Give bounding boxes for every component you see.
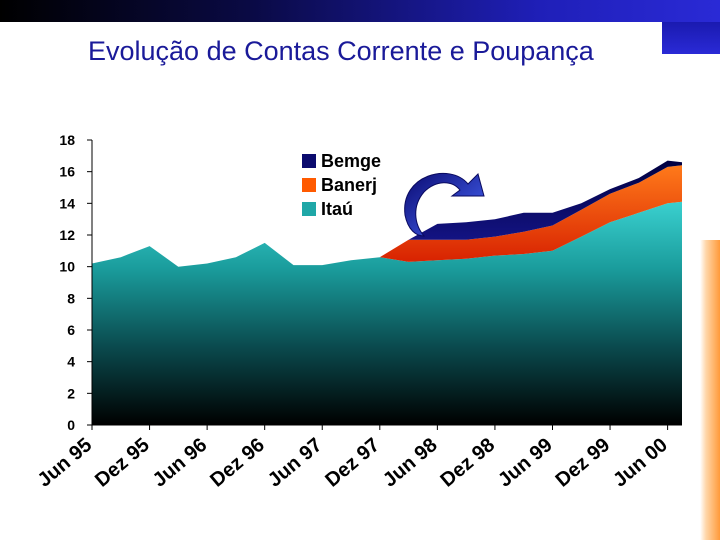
- x-tick-label: Jun 97: [264, 434, 327, 492]
- legend-swatch: [302, 202, 316, 216]
- x-tick-label: Jun 98: [379, 434, 442, 492]
- y-tick-label: 0: [67, 417, 75, 433]
- x-tick-label: Dez 97: [321, 434, 384, 492]
- x-tick-label: Jun 99: [494, 434, 557, 492]
- top-decorative-bar: [0, 0, 720, 22]
- legend-label: Banerj: [321, 175, 377, 195]
- y-tick-label: 2: [67, 385, 75, 401]
- y-tick-label: 16: [59, 164, 75, 180]
- corner-decorative-block: [662, 22, 720, 54]
- legend-label: Itaú: [321, 199, 353, 219]
- y-tick-label: 14: [59, 195, 75, 211]
- legend-label: Bemge: [321, 151, 381, 171]
- x-tick-label: Jun 96: [149, 434, 212, 492]
- legend-swatch: [302, 154, 316, 168]
- slide-title: Evolução de Contas Corrente e Poupança: [88, 36, 594, 66]
- area-series-bemge: [92, 160, 682, 267]
- curved-arrow-icon: [404, 172, 485, 237]
- x-tick-label: Jun 00: [609, 434, 672, 492]
- area-series-ita: [92, 201, 682, 425]
- legend-swatch: [302, 178, 316, 192]
- y-tick-label: 4: [67, 354, 75, 370]
- y-tick-label: 18: [59, 132, 75, 148]
- x-tick-label: Dez 96: [206, 434, 269, 492]
- y-tick-label: 8: [67, 290, 75, 306]
- area-series-banerj: [92, 165, 682, 267]
- x-tick-label: Jun 95: [34, 434, 97, 492]
- x-tick-label: Dez 95: [91, 434, 154, 492]
- y-tick-label: 10: [59, 259, 75, 275]
- side-decorative-bar: [700, 240, 720, 540]
- x-tick-label: Dez 98: [436, 434, 499, 492]
- y-tick-label: 6: [67, 322, 75, 338]
- y-tick-label: 12: [59, 227, 75, 243]
- x-tick-label: Dez 99: [552, 434, 615, 492]
